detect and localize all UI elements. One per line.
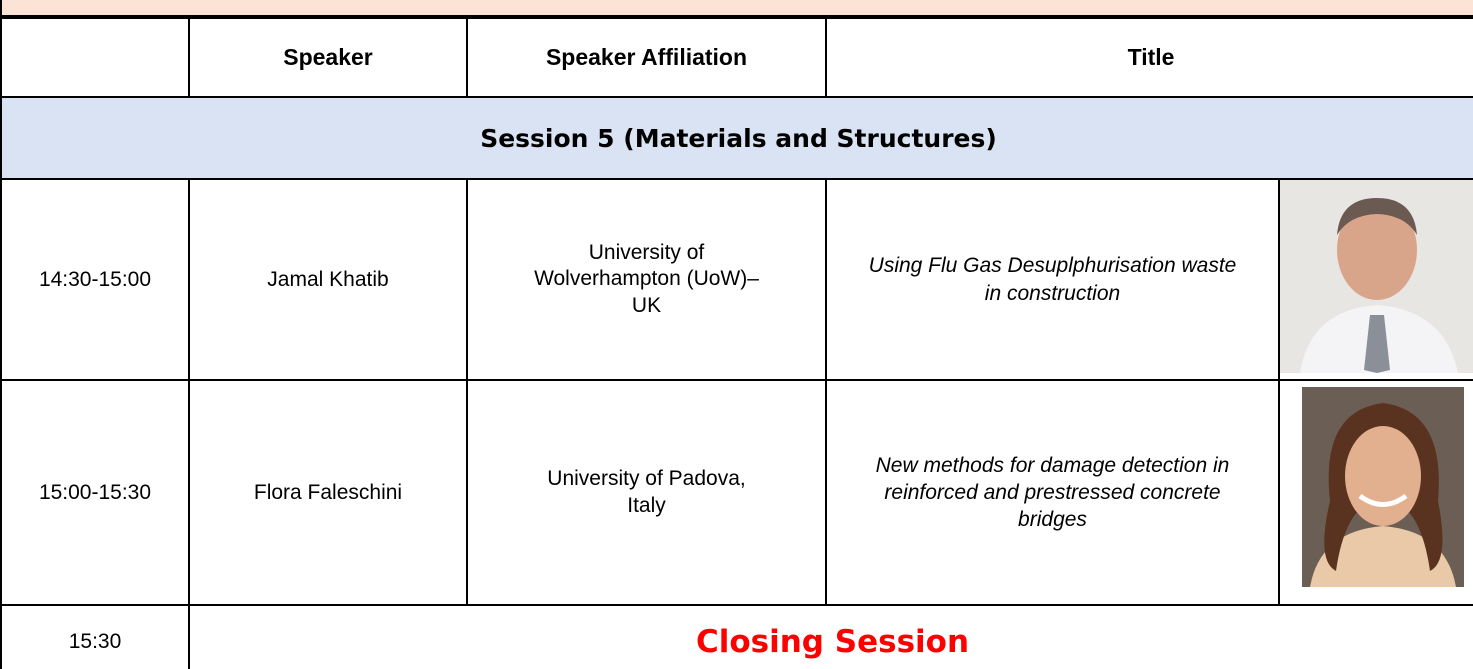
affiliation: University of Wolverhampton (UoW)–UK bbox=[466, 178, 827, 381]
photo-cell bbox=[1278, 178, 1473, 381]
speaker: Flora Faleschini bbox=[188, 379, 468, 606]
talk-row: 15:00-15:30 Flora Faleschini University … bbox=[0, 379, 1473, 606]
talk-title: New methods for damage detection in rein… bbox=[825, 379, 1280, 606]
talk-row: 14:30-15:00 Jamal Khatib University of W… bbox=[0, 178, 1473, 381]
speaker: Jamal Khatib bbox=[188, 178, 468, 381]
photo-cell bbox=[1278, 379, 1473, 606]
top-strip bbox=[0, 0, 1473, 17]
header-cell: Speaker bbox=[188, 17, 468, 98]
header-row: Speaker Speaker Affiliation Title bbox=[0, 17, 1473, 98]
header-cell bbox=[0, 17, 190, 98]
speaker-photo bbox=[1280, 180, 1473, 373]
talk-title: Using Flu Gas Desuplphurisation waste in… bbox=[825, 178, 1280, 381]
time: 14:30-15:00 bbox=[0, 178, 190, 381]
affiliation: University of Padova, Italy bbox=[466, 379, 827, 606]
session-title: Session 5 (Materials and Structures) bbox=[0, 96, 1473, 180]
header-cell: Speaker Affiliation bbox=[466, 17, 827, 98]
speaker-photo bbox=[1280, 381, 1473, 598]
time: 15:00-15:30 bbox=[0, 379, 190, 606]
closing-row: 15:30 Closing Session bbox=[0, 604, 1473, 669]
schedule-table: Speaker Speaker Affiliation Title Sessio… bbox=[0, 17, 1473, 669]
time: 15:30 bbox=[0, 604, 190, 669]
header-cell: Title bbox=[825, 17, 1473, 98]
closing-label: Closing Session bbox=[188, 604, 1473, 669]
session-row: Session 5 (Materials and Structures) bbox=[0, 96, 1473, 180]
